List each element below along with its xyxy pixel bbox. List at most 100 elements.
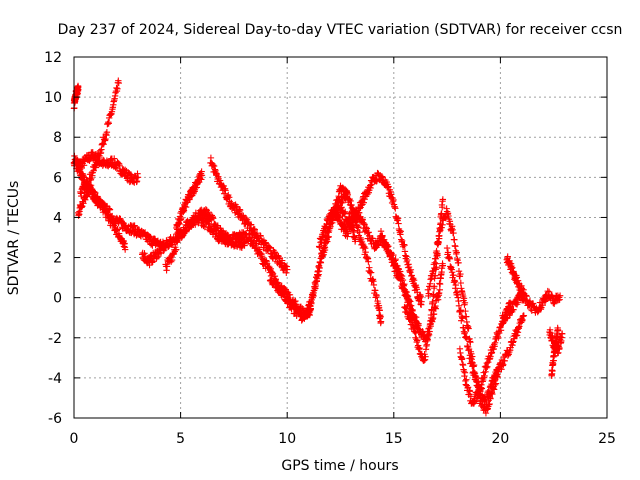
data-point — [111, 155, 118, 162]
y-tick-label: 10 — [44, 90, 62, 106]
data-point — [452, 281, 459, 289]
series-arc-19 — [456, 299, 515, 407]
data-point — [131, 222, 138, 229]
data-point — [475, 390, 482, 397]
data-point — [539, 302, 546, 309]
data-point — [465, 325, 472, 332]
data-point — [513, 332, 521, 339]
data-point — [482, 409, 490, 417]
data-point — [481, 372, 488, 380]
data-point — [428, 307, 436, 314]
data-point — [262, 239, 269, 246]
data-point — [461, 299, 469, 307]
data-point — [93, 161, 100, 168]
data-point — [397, 277, 405, 284]
data-point — [163, 263, 171, 270]
data-point — [451, 236, 458, 243]
data-point — [218, 227, 226, 234]
data-point — [222, 187, 229, 194]
data-point — [258, 252, 266, 260]
data-point — [403, 253, 410, 260]
data-point — [369, 235, 376, 242]
data-point — [141, 250, 148, 257]
y-tick-label: -2 — [48, 331, 62, 347]
data-point — [121, 246, 129, 253]
data-point — [408, 316, 415, 324]
data-point — [283, 293, 291, 301]
data-point — [345, 230, 352, 237]
plot-area — [70, 77, 566, 417]
data-point — [455, 259, 462, 267]
data-point — [278, 257, 286, 264]
data-point — [80, 173, 87, 180]
data-point — [361, 195, 368, 203]
y-tick-label: 12 — [44, 50, 62, 66]
data-point — [395, 220, 402, 227]
plot-frame — [73, 56, 608, 419]
data-point — [463, 376, 470, 383]
data-point — [491, 381, 499, 388]
data-point — [75, 83, 82, 91]
data-point — [392, 205, 399, 212]
data-point — [426, 328, 433, 335]
data-point — [432, 255, 439, 262]
data-point — [94, 158, 101, 165]
data-point — [356, 205, 363, 212]
data-point — [466, 352, 474, 359]
data-point — [514, 299, 522, 306]
data-point — [206, 221, 213, 228]
series-arc-5 — [75, 185, 129, 253]
data-point — [410, 276, 418, 284]
data-point — [160, 247, 167, 255]
data-point — [435, 238, 442, 245]
data-point — [114, 85, 121, 92]
data-point — [365, 258, 372, 265]
y-tick-label: 2 — [53, 251, 62, 267]
data-point — [202, 206, 210, 213]
data-point — [384, 242, 392, 250]
data-point — [355, 223, 362, 231]
x-tick-label: 5 — [176, 431, 185, 447]
data-point — [352, 236, 359, 243]
series-arc-8 — [173, 168, 206, 233]
data-point — [92, 189, 99, 197]
data-point — [469, 362, 476, 370]
data-point — [455, 302, 463, 310]
data-point — [489, 390, 496, 398]
data-point — [559, 330, 566, 337]
data-point — [460, 295, 468, 302]
data-point — [172, 246, 180, 253]
data-point — [462, 307, 469, 315]
data-point — [417, 293, 425, 300]
data-point — [236, 206, 244, 214]
data-point — [443, 244, 451, 252]
data-point — [80, 200, 87, 207]
data-point — [437, 227, 444, 234]
data-point — [361, 243, 368, 250]
data-point — [314, 275, 321, 282]
data-point — [436, 280, 444, 288]
data-point — [377, 318, 385, 325]
data-point — [168, 256, 176, 264]
data-point — [306, 309, 313, 316]
data-point — [321, 246, 329, 254]
series-arc-23 — [548, 324, 562, 379]
data-point — [400, 282, 408, 289]
data-point — [424, 286, 432, 293]
chart-title: Day 237 of 2024, Sidereal Day-to-day VTE… — [58, 22, 623, 38]
data-point — [408, 272, 415, 279]
data-point — [283, 269, 290, 276]
data-point — [487, 353, 494, 360]
data-point — [514, 277, 522, 284]
data-point — [115, 79, 122, 87]
data-point — [453, 249, 460, 256]
data-point — [193, 184, 200, 191]
data-point — [327, 215, 335, 222]
data-point — [284, 266, 291, 273]
data-point — [484, 363, 491, 371]
y-tick-label: 6 — [53, 170, 62, 186]
data-point — [134, 174, 142, 181]
data-point — [549, 367, 556, 375]
data-point — [465, 345, 473, 353]
series-arc-11 — [305, 182, 385, 327]
